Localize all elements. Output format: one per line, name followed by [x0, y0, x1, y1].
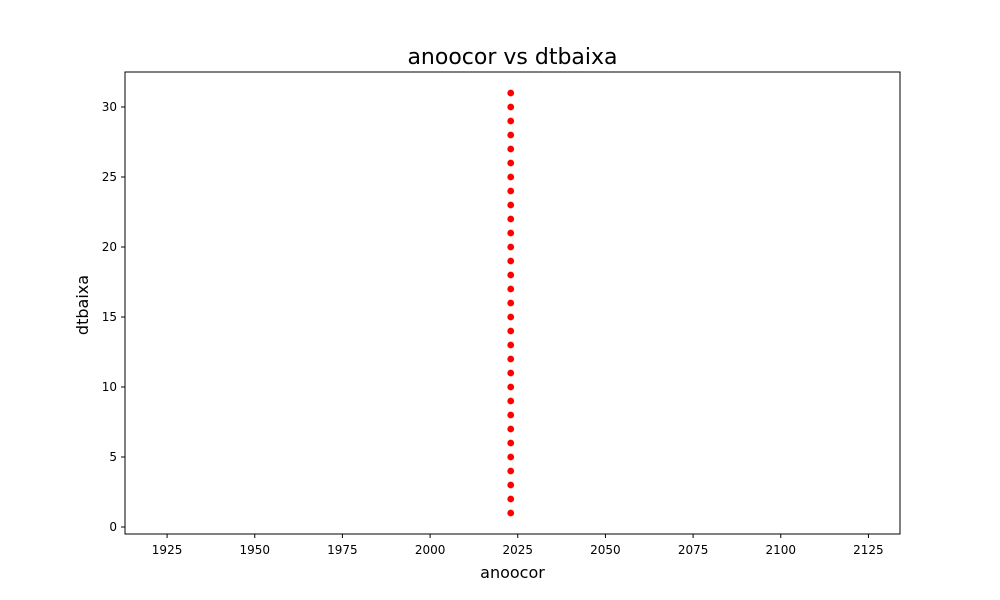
scatter-point — [506, 340, 515, 350]
scatter-point — [506, 410, 515, 420]
x-tick-label: 2075 — [678, 543, 709, 557]
scatter-point — [506, 396, 515, 406]
plot-area — [506, 88, 515, 518]
scatter-point — [506, 312, 515, 322]
x-tick-label: 2100 — [765, 543, 796, 557]
scatter-point — [506, 214, 515, 224]
scatter-point — [506, 326, 515, 336]
scatter-point — [506, 466, 515, 476]
scatter-point — [506, 116, 515, 126]
scatter-point — [506, 172, 515, 182]
scatter-point — [506, 186, 515, 196]
scatter-point — [506, 368, 515, 378]
y-tick-label: 10 — [102, 380, 117, 394]
x-axis-label: anoocor — [480, 563, 545, 582]
y-tick-label: 0 — [109, 520, 117, 534]
scatter-point — [506, 228, 515, 238]
scatter-point — [506, 494, 515, 504]
scatter-point — [506, 424, 515, 434]
y-tick-label: 15 — [102, 310, 117, 324]
chart-title: anoocor vs dtbaixa — [407, 45, 617, 70]
y-tick-label: 5 — [109, 450, 117, 464]
x-tick-label: 1950 — [239, 543, 270, 557]
scatter-point — [506, 508, 515, 518]
scatter-point — [506, 438, 515, 448]
plot-frame — [124, 71, 901, 535]
scatter-point — [506, 102, 515, 112]
x-tick-label: 2050 — [590, 543, 621, 557]
x-tick-label: 2000 — [415, 543, 446, 557]
scatter-point — [506, 284, 515, 294]
scatter-point — [506, 298, 515, 308]
y-tick-label: 20 — [102, 240, 117, 254]
scatter-point — [506, 144, 515, 154]
y-tick-label: 30 — [102, 100, 117, 114]
scatter-point — [506, 242, 515, 252]
scatter-point — [506, 88, 515, 98]
scatter-point — [506, 158, 515, 168]
x-tick-label: 2025 — [502, 543, 533, 557]
x-tick-label: 1975 — [327, 543, 358, 557]
x-axis: 1925 1950 1975 2000 2025 2050 2075 2100 2125 — [152, 534, 884, 557]
scatter-point — [506, 256, 515, 266]
y-tick-label: 25 — [102, 170, 117, 184]
scatter-point — [506, 452, 515, 462]
x-tick-label: 2125 — [853, 543, 884, 557]
scatter-point — [506, 200, 515, 210]
scatter-point — [506, 354, 515, 364]
y-axis-label: dtbaixa — [73, 275, 92, 335]
scatter-point — [506, 270, 515, 280]
x-tick-label: 1925 — [152, 543, 183, 557]
y-axis: 0 5 10 15 20 25 30 — [102, 100, 125, 534]
scatter-point — [506, 382, 515, 392]
scatter-point — [506, 130, 515, 140]
scatter-point — [506, 480, 515, 490]
